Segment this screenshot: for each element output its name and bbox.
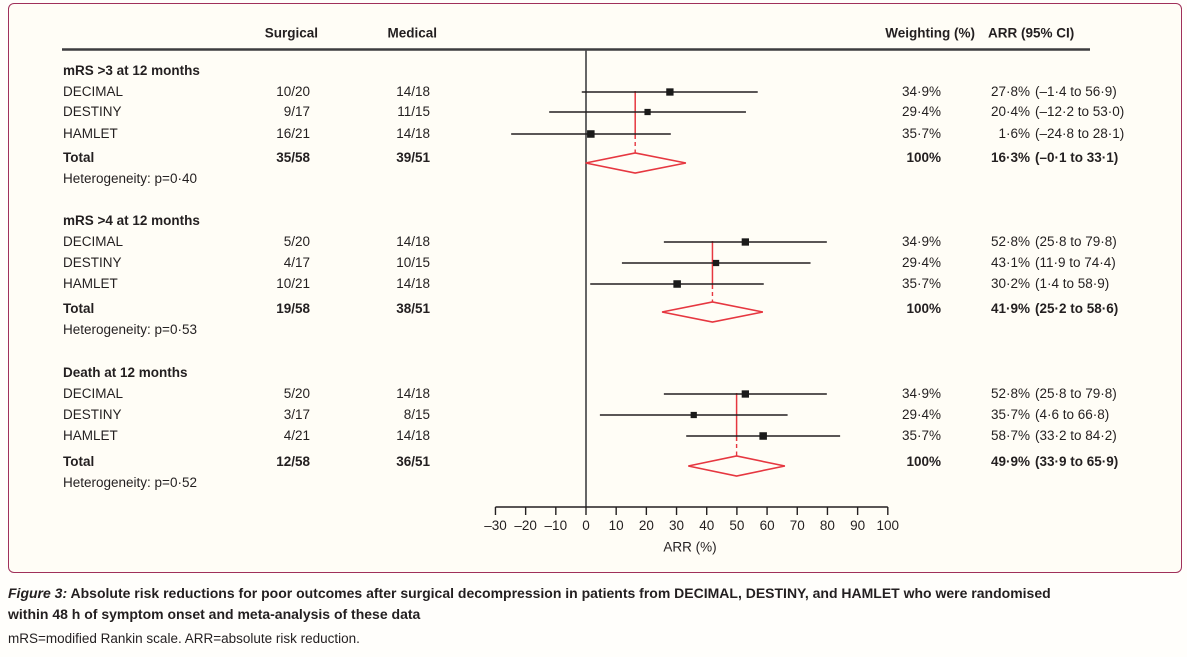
weighting-value: 34·9% [901, 386, 941, 401]
weighting-value: 35·7% [901, 428, 941, 443]
column-header-surgical: Surgical [264, 25, 318, 41]
surgical-value: 5/20 [283, 234, 310, 249]
arr-ci-value: 58·7% (33·2 to 84·2) [990, 428, 1117, 443]
medical-value: 14/18 [396, 428, 430, 443]
surgical-value: 10/20 [276, 84, 310, 99]
surgical-value: 12/58 [276, 454, 310, 469]
group-heading: mRS >3 at 12 months [63, 63, 200, 78]
weighting-value: 29·4% [901, 104, 941, 119]
weighting-value: 34·9% [901, 234, 941, 249]
medical-value: 36/51 [396, 454, 430, 469]
figure-label: Figure 3: [8, 585, 68, 601]
plot-frame [8, 3, 1182, 573]
column-header-arr-ci: ARR (95% CI) [988, 25, 1075, 41]
medical-value: 38/51 [396, 301, 430, 316]
group-heading: Death at 12 months [63, 365, 188, 380]
surgical-value: 3/17 [283, 407, 310, 422]
arr-ci-value: 35·7% (4·6 to 66·8) [990, 407, 1110, 422]
surgical-value: 19/58 [276, 301, 310, 316]
weighting-value: 29·4% [901, 407, 941, 422]
weighting-value: 29·4% [901, 255, 941, 270]
total-name: Total [63, 150, 95, 165]
heterogeneity-note: Heterogeneity: p=0·40 [63, 171, 197, 186]
surgical-value: 16/21 [276, 126, 310, 141]
arr-ci-value: 52·8% (25·8 to 79·8) [990, 234, 1117, 249]
medical-value: 14/18 [396, 386, 430, 401]
weighting-value: 100% [906, 150, 941, 165]
medical-value: 10/15 [396, 255, 430, 270]
arr-ci-value: 27·8% (–1·4 to 56·9) [990, 84, 1117, 99]
weighting-value: 100% [906, 454, 941, 469]
heterogeneity-note: Heterogeneity: p=0·52 [63, 475, 197, 490]
column-header-medical: Medical [387, 25, 437, 41]
study-name: DESTINY [63, 255, 122, 270]
arr-ci-value: 43·1% (11·9 to 74·4) [990, 255, 1116, 270]
arr-ci-value: 16·3% (–0·1 to 33·1) [990, 150, 1119, 165]
surgical-value: 9/17 [283, 104, 310, 119]
study-name: HAMLET [63, 276, 118, 291]
figure-footnote: mRS=modified Rankin scale. ARR=absolute … [8, 631, 360, 646]
study-name: DECIMAL [63, 84, 124, 99]
arr-ci-value: 30·2% (1·4 to 58·9) [990, 276, 1110, 291]
surgical-value: 10/21 [276, 276, 310, 291]
group-heading: mRS >4 at 12 months [63, 213, 200, 228]
total-name: Total [63, 301, 95, 316]
arr-ci-value: 1·6% (–24·8 to 28·1) [998, 126, 1125, 141]
weighting-value: 100% [906, 301, 941, 316]
medical-value: 39/51 [396, 150, 430, 165]
x-axis-label: ARR (%) [663, 539, 717, 555]
study-name: DESTINY [63, 104, 122, 119]
surgical-value: 35/58 [276, 150, 310, 165]
column-header-weighting: Weighting (%) [885, 25, 975, 41]
study-name: DECIMAL [63, 234, 124, 249]
heterogeneity-note: Heterogeneity: p=0·53 [63, 322, 197, 337]
weighting-value: 35·7% [901, 276, 941, 291]
study-name: DECIMAL [63, 386, 124, 401]
surgical-value: 4/21 [283, 428, 310, 443]
arr-ci-value: 52·8% (25·8 to 79·8) [990, 386, 1117, 401]
arr-ci-value: 49·9% (33·9 to 65·9) [990, 454, 1119, 469]
weighting-value: 35·7% [901, 126, 941, 141]
caption-line-2: within 48 h of symptom onset and meta-an… [8, 606, 421, 622]
arr-ci-value: 41·9% (25·2 to 58·6) [990, 301, 1119, 316]
medical-value: 14/18 [396, 234, 430, 249]
study-name: DESTINY [63, 407, 122, 422]
medical-value: 14/18 [396, 84, 430, 99]
surgical-value: 4/17 [283, 255, 310, 270]
medical-value: 14/18 [396, 126, 430, 141]
caption-line-1: Figure 3: Absolute risk reductions for p… [8, 583, 1187, 604]
weighting-value: 34·9% [901, 84, 941, 99]
caption-text-1: Absolute risk reductions for poor outcom… [70, 585, 1051, 601]
medical-value: 11/15 [397, 104, 430, 119]
figure-caption: Figure 3: Absolute risk reductions for p… [8, 583, 1187, 649]
surgical-value: 5/20 [283, 386, 310, 401]
medical-value: 14/18 [396, 276, 430, 291]
medical-value: 8/15 [403, 407, 430, 422]
study-name: HAMLET [63, 428, 118, 443]
study-name: HAMLET [63, 126, 118, 141]
total-name: Total [63, 454, 95, 469]
arr-ci-value: 20·4% (–12·2 to 53·0) [990, 104, 1125, 119]
